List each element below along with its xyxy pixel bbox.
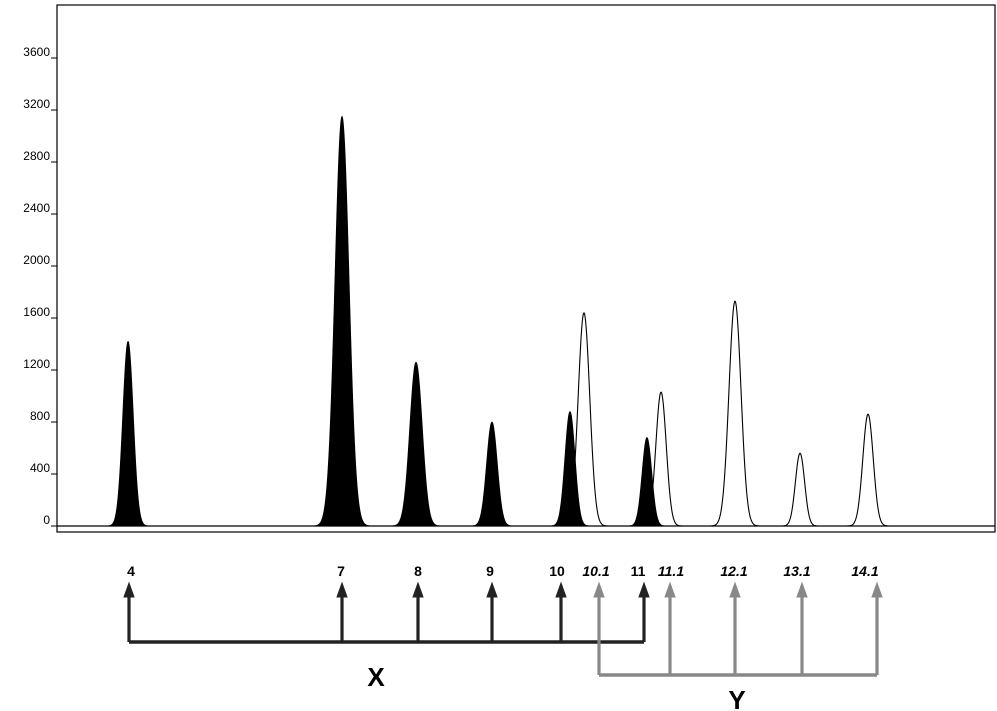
peak-7 [312, 115, 372, 527]
peak-10-1 [559, 312, 609, 527]
peak-11-1 [639, 391, 683, 527]
arrow-head [638, 581, 650, 598]
y-tick-label: 800 [30, 409, 50, 423]
group-label-y: Y [728, 685, 745, 711]
peak-14-1 [846, 413, 890, 527]
peak-11 [626, 437, 667, 527]
allele-label: 13.1 [783, 563, 810, 579]
peaks-layer [106, 115, 890, 527]
y-tick-label: 2400 [23, 201, 50, 215]
y-tick-label: 3200 [23, 97, 50, 111]
allele-label: 11 [631, 563, 646, 579]
arrow-head [412, 581, 424, 598]
arrow-head [729, 581, 741, 598]
allele-label: 7 [337, 563, 345, 579]
arrow-head [123, 581, 135, 598]
group-label-x: X [367, 662, 385, 692]
arrow-head [336, 581, 348, 598]
y-tick-label: 1600 [23, 305, 50, 319]
arrow-head [871, 581, 883, 598]
y-tick-label: 2000 [23, 253, 50, 267]
peak-10 [549, 410, 591, 527]
y-axis: 0 400 800 1200 1600 2000 2400 2800 3200 3600 [23, 45, 57, 527]
y-tick-label: 400 [30, 461, 50, 475]
y-tick-label: 2800 [23, 149, 50, 163]
peak-12-1 [709, 300, 760, 527]
peak-4 [106, 340, 150, 527]
arrow-head [555, 581, 567, 598]
arrow-head [664, 581, 676, 598]
peak-13-1 [780, 452, 820, 527]
arrow-head [796, 581, 808, 598]
allele-label: 14.1 [851, 563, 878, 579]
allele-label: 10.1 [582, 563, 609, 579]
allele-label: 4 [127, 563, 135, 579]
y-tick-label: 3600 [23, 45, 50, 59]
peak-9 [469, 421, 515, 527]
arrow-head [593, 581, 605, 598]
allele-marker-layer: 4 7 8 9 10 11 10.1 11.1 12.1 13.1 14.1 [123, 563, 883, 677]
y-tick-label: 0 [43, 513, 50, 527]
plot-frame [56, 4, 996, 533]
y-tick-label: 1200 [23, 357, 50, 371]
allele-label: 8 [414, 563, 422, 579]
allele-label: 11.1 [658, 563, 684, 579]
allele-label: 9 [486, 563, 494, 579]
peak-8 [390, 361, 442, 527]
allele-label: 10 [549, 563, 565, 579]
arrow-head [486, 581, 498, 598]
allele-label: 12.1 [720, 563, 747, 579]
